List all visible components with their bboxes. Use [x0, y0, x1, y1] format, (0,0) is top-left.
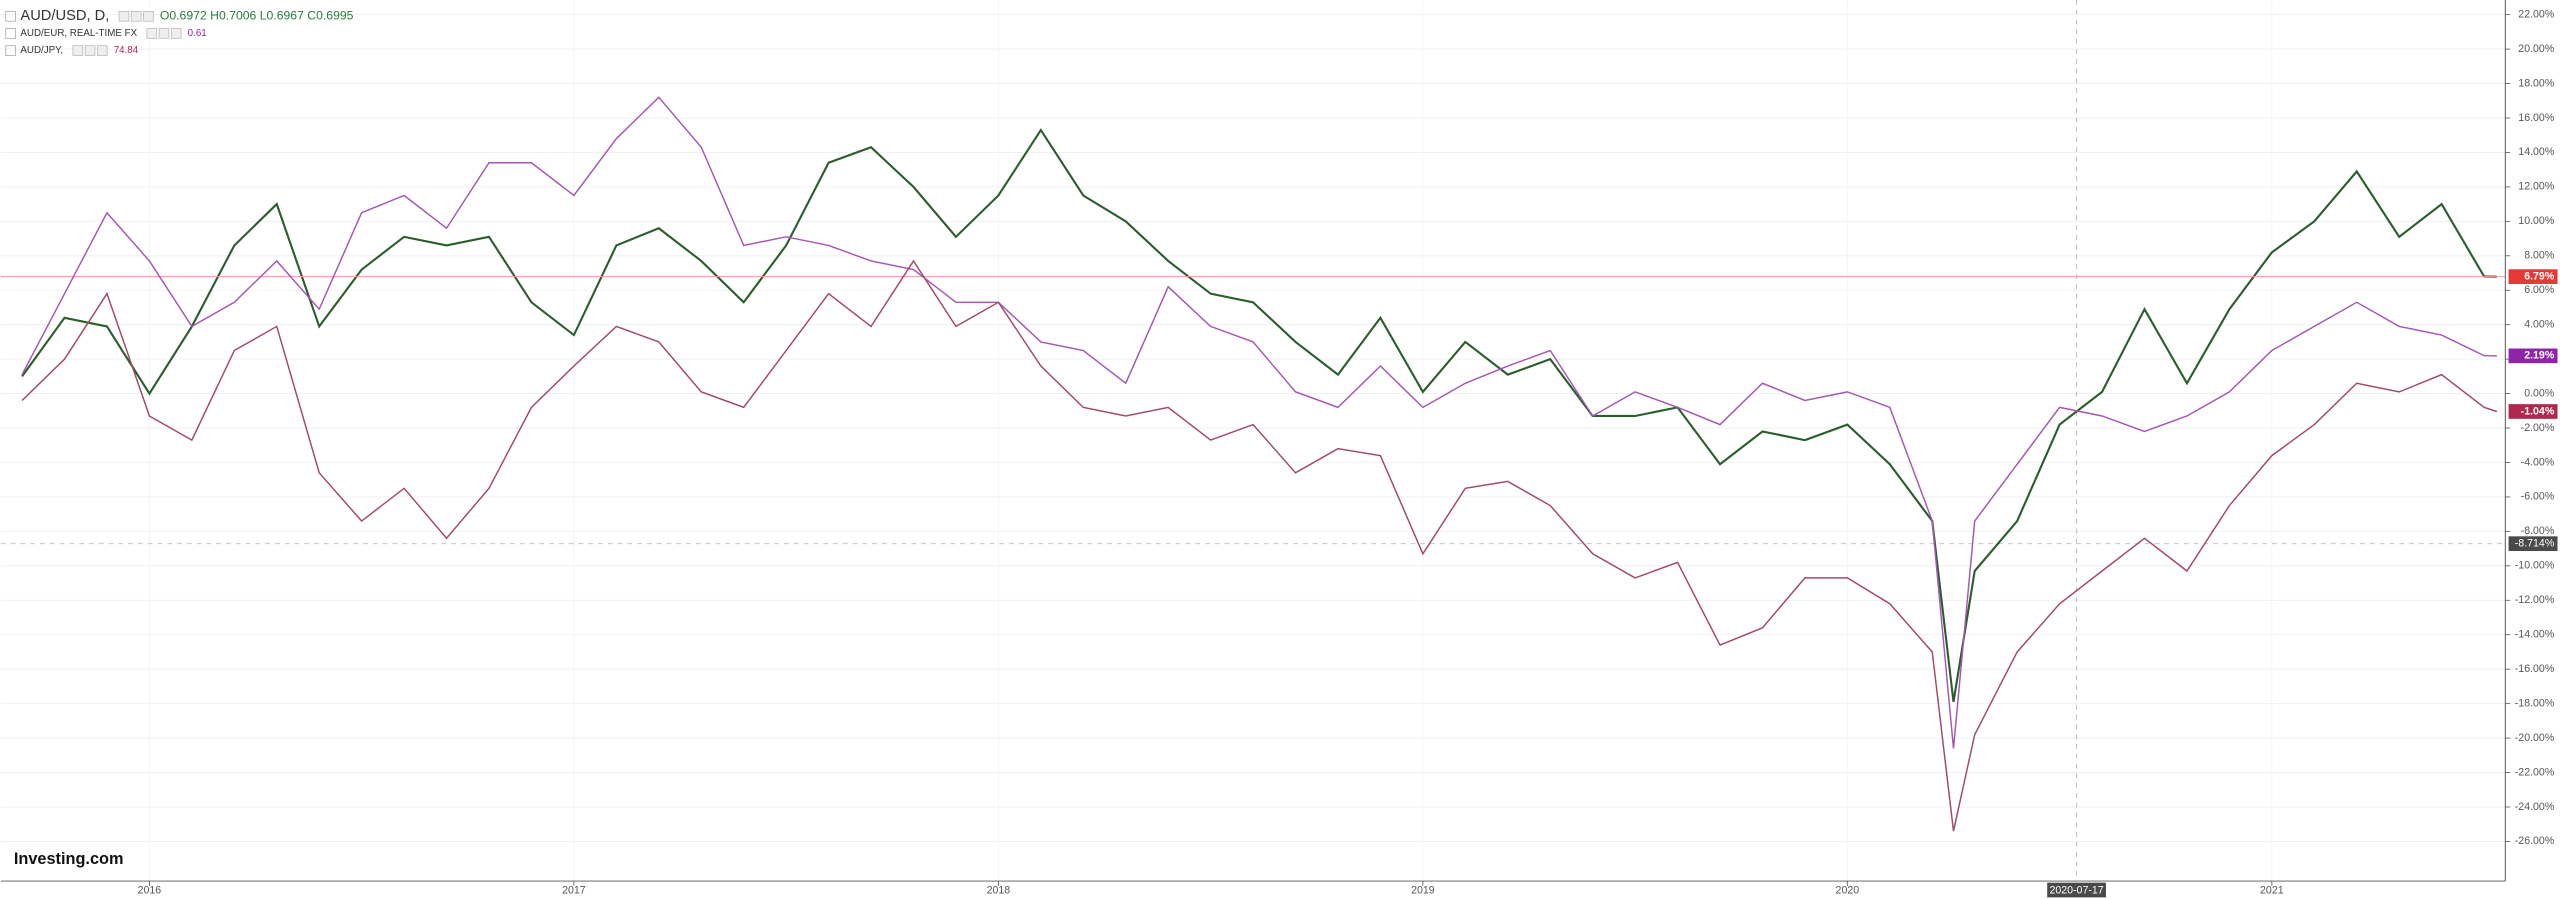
y-tick-label: 14.00%	[2518, 146, 2555, 158]
series-line	[21, 128, 2497, 703]
crosshair-y-label: -8.714%	[2515, 537, 2555, 549]
grid	[0, 0, 2506, 882]
plot-area	[0, 0, 2506, 882]
legend-button	[118, 11, 130, 22]
legend-quote: 0.61	[188, 28, 207, 39]
y-tick-label: -22.00%	[2515, 766, 2555, 778]
y-tick-label: 6.00%	[2524, 284, 2555, 296]
legend-name: AUD/USD, D,	[20, 8, 109, 24]
last-value-box	[2508, 269, 2558, 284]
legend-toggle	[5, 45, 16, 56]
x-tick-label: 2018	[987, 885, 1011, 897]
y-tick-label: -4.00%	[2521, 456, 2555, 468]
crosshair-y-box	[2508, 536, 2558, 552]
y-tick-label: -24.00%	[2515, 801, 2555, 813]
legend: AUD/USD, D, O0.6972 H0.7006 L0.6967 C0.69…	[5, 8, 354, 56]
legend-quote: O0.6972 H0.7006 L0.6967 C0.6995	[160, 9, 354, 23]
last-value-box	[2508, 404, 2558, 419]
y-tick-label: 20.00%	[2518, 43, 2555, 55]
y-tick-label: -10.00%	[2515, 560, 2555, 572]
legend-button	[72, 45, 84, 56]
crosshair-x-label: 2020-07-17	[2049, 884, 2103, 896]
series-line	[21, 259, 2498, 832]
y-tick-label: 16.00%	[2518, 112, 2555, 124]
y-tick-label: -18.00%	[2515, 697, 2555, 709]
legend-button	[158, 28, 170, 39]
legend-toggle	[5, 28, 16, 39]
legend-name: AUD/EUR, REAL-TIME FX	[20, 28, 137, 39]
y-tick-label: -8.00%	[2521, 525, 2555, 537]
series-line	[21, 96, 2497, 749]
legend-button	[146, 28, 158, 39]
x-tick-label: 2016	[138, 885, 162, 897]
y-tick-label: 10.00%	[2518, 215, 2555, 227]
y-tick-label: 0.00%	[2524, 387, 2555, 399]
y-tick-label: -20.00%	[2515, 732, 2555, 744]
crosshair-x-box	[2047, 882, 2106, 898]
last-value-box	[2508, 348, 2558, 364]
x-tick-label: 2020	[1836, 885, 1860, 897]
y-tick-label: 22.00%	[2518, 8, 2555, 20]
y-tick-label: -12.00%	[2515, 594, 2555, 606]
legend-quote: 74.84	[114, 45, 139, 56]
y-tick-label: -2.00%	[2521, 422, 2555, 434]
last-value-label: 2.19%	[2524, 350, 2555, 362]
y-tick-label: 8.00%	[2524, 250, 2555, 262]
x-tick-label: 2021	[2260, 885, 2284, 897]
y-tick-label: -26.00%	[2515, 835, 2555, 847]
y-tick-label: -14.00%	[2515, 629, 2555, 641]
y-tick-label: -16.00%	[2515, 663, 2555, 675]
legend-button	[96, 45, 108, 56]
legend-button	[84, 45, 96, 56]
y-tick-label: 4.00%	[2524, 318, 2555, 330]
legend-name: AUD/JPY,	[20, 45, 63, 56]
last-value-label: -1.04%	[2521, 405, 2555, 417]
logo: Investing.com	[14, 850, 124, 868]
legend-button	[170, 28, 182, 39]
y-tick-label: 18.00%	[2518, 77, 2555, 89]
y-tick-label: -6.00%	[2521, 491, 2555, 503]
legend-button	[130, 11, 142, 22]
legend-toggle	[5, 11, 16, 22]
x-tick-label: 2019	[1411, 885, 1435, 897]
legend-button	[143, 11, 154, 22]
last-value-label: 6.79%	[2524, 270, 2555, 282]
y-tick-label: 12.00%	[2518, 181, 2555, 193]
x-tick-label: 2017	[562, 885, 586, 897]
